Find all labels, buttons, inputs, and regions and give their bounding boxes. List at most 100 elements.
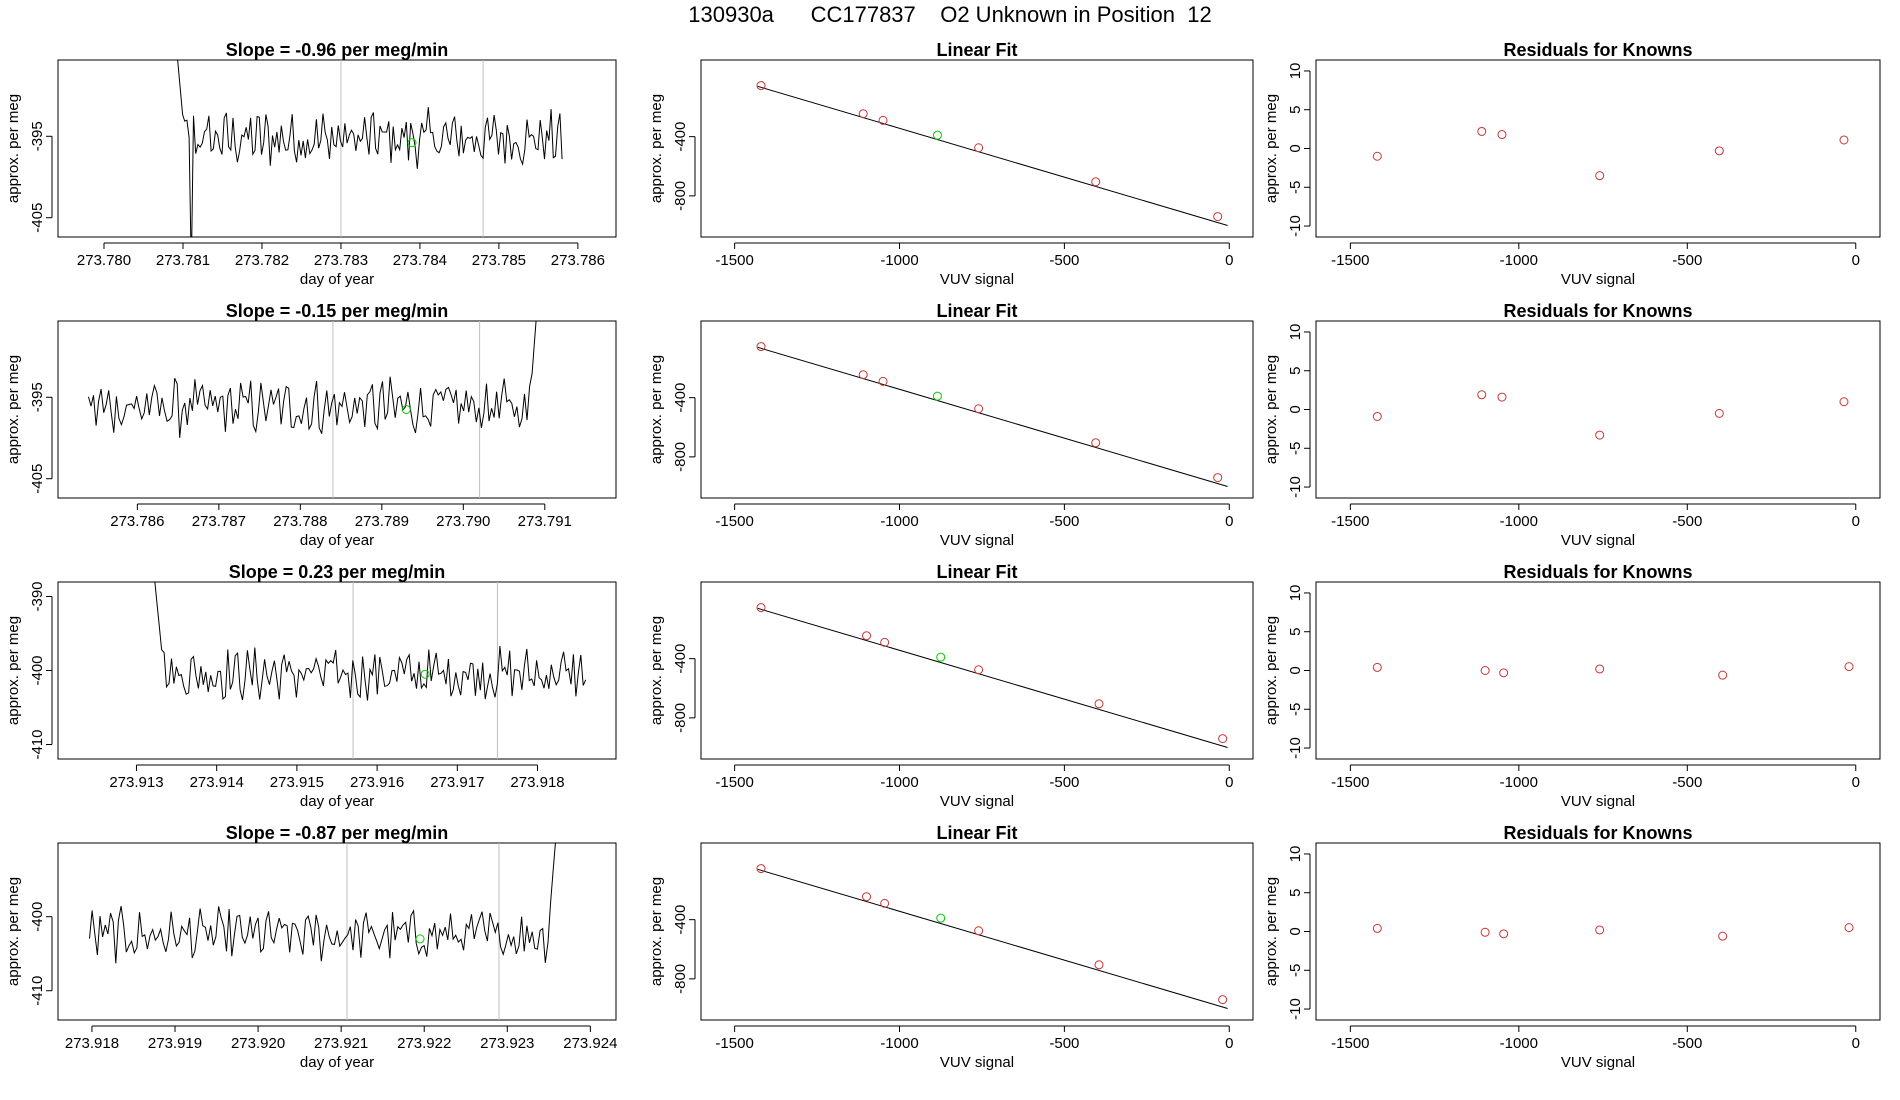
known-point	[1094, 960, 1104, 970]
x-tick-label: 0	[1852, 774, 1860, 791]
panel-title: Linear Fit	[936, 301, 1017, 321]
y-axis-label: approx. per meg	[5, 616, 22, 725]
x-tick-label: -1500	[1331, 252, 1369, 269]
y-tick-label: 10	[1287, 846, 1304, 863]
known-point	[974, 143, 984, 153]
x-tick-label: -500	[1672, 774, 1702, 791]
y-tick-label: 0	[1287, 927, 1304, 935]
x-tick-label: 0	[1225, 1035, 1233, 1052]
x-tick-label: 0	[1225, 252, 1233, 269]
x-tick-label: 273.923	[480, 1035, 534, 1052]
residual-point	[1477, 390, 1487, 400]
y-tick-label: -405	[29, 464, 46, 494]
x-tick-label: -1000	[880, 513, 918, 530]
x-tick-label: -1000	[1500, 252, 1538, 269]
y-tick-label: -395	[29, 121, 46, 151]
y-tick-label: -10	[1287, 737, 1304, 759]
y-tick-label: 0	[1287, 405, 1304, 413]
y-tick-label: 5	[1287, 106, 1304, 114]
known-point	[880, 637, 890, 647]
plot-frame	[1315, 59, 1881, 238]
x-tick-label: -500	[1049, 1035, 1079, 1052]
y-axis-label: approx. per meg	[1263, 616, 1280, 725]
residual-point	[1595, 430, 1605, 440]
x-tick-label: 273.785	[472, 252, 526, 269]
residual-point	[1497, 130, 1507, 140]
y-axis-label: approx. per meg	[5, 877, 22, 986]
y-tick-label: -400	[29, 655, 46, 685]
panel-title: Residuals for Knowns	[1503, 301, 1692, 321]
y-axis-label: approx. per meg	[648, 355, 665, 464]
series-line	[89, 843, 556, 964]
x-axis-label: VUV signal	[940, 793, 1014, 810]
panel-title: Linear Fit	[936, 823, 1017, 843]
y-axis-label: approx. per meg	[648, 877, 665, 986]
y-tick-label: 10	[1287, 585, 1304, 602]
x-axis-label: VUV signal	[940, 532, 1014, 549]
y-tick-label: -5	[1287, 442, 1304, 455]
x-tick-label: -500	[1672, 513, 1702, 530]
x-tick-label: 273.784	[393, 252, 447, 269]
x-tick-label: 273.919	[148, 1035, 202, 1052]
residual-point	[1499, 929, 1509, 939]
panel-title: Slope = -0.87 per meg/min	[226, 823, 449, 843]
x-tick-label: 273.920	[231, 1035, 285, 1052]
residual-point	[1497, 392, 1507, 402]
unknown-point	[407, 138, 417, 148]
residual-point	[1718, 670, 1728, 680]
y-tick-label: -10	[1287, 476, 1304, 498]
known-point	[1094, 699, 1104, 709]
x-tick-label: -500	[1049, 252, 1079, 269]
x-tick-label: 273.924	[563, 1035, 617, 1052]
residual-point	[1372, 151, 1382, 161]
x-tick-label: -1000	[1500, 1035, 1538, 1052]
panel-title: Residuals for Knowns	[1503, 40, 1692, 60]
x-tick-label: -500	[1049, 774, 1079, 791]
x-tick-label: 273.913	[109, 774, 163, 791]
known-point	[878, 115, 888, 125]
unknown-point	[932, 130, 942, 140]
y-tick-label: -395	[29, 382, 46, 412]
panel-title: Slope = -0.15 per meg/min	[226, 301, 449, 321]
fit-line	[757, 346, 1228, 487]
x-tick-label: -1500	[715, 1035, 753, 1052]
y-tick-label: -10	[1287, 215, 1304, 237]
unknown-point	[401, 405, 411, 414]
known-point	[858, 109, 868, 119]
x-axis-label: day of year	[300, 532, 374, 549]
x-tick-label: 273.789	[355, 513, 409, 530]
residual-point	[1372, 662, 1382, 672]
x-tick-label: 273.786	[551, 252, 605, 269]
fit-line	[757, 85, 1228, 226]
x-tick-label: 273.922	[397, 1035, 451, 1052]
fit-line	[757, 868, 1228, 1009]
x-tick-label: 0	[1852, 252, 1860, 269]
y-tick-label: -5	[1287, 964, 1304, 977]
x-tick-label: 0	[1852, 1035, 1860, 1052]
y-axis-label: approx. per meg	[1263, 94, 1280, 203]
x-tick-label: 0	[1225, 774, 1233, 791]
y-axis-label: approx. per meg	[648, 94, 665, 203]
x-tick-label: 273.916	[350, 774, 404, 791]
x-tick-label: 273.781	[156, 252, 210, 269]
unknown-point	[420, 669, 430, 679]
x-tick-label: -1000	[1500, 774, 1538, 791]
x-tick-label: -1000	[880, 252, 918, 269]
plot-frame	[700, 842, 1254, 1021]
residual-point	[1372, 411, 1382, 421]
x-axis-label: day of year	[300, 1054, 374, 1071]
panel-title: Linear Fit	[936, 40, 1017, 60]
x-tick-label: -1000	[880, 1035, 918, 1052]
y-axis-label: approx. per meg	[5, 94, 22, 203]
residual-point	[1839, 135, 1849, 145]
x-tick-label: 273.780	[77, 252, 131, 269]
unknown-point	[936, 913, 946, 923]
x-tick-label: -1000	[880, 774, 918, 791]
x-tick-label: 273.786	[110, 513, 164, 530]
y-axis-label: approx. per meg	[648, 616, 665, 725]
x-tick-label: 273.918	[510, 774, 564, 791]
y-tick-label: -410	[29, 976, 46, 1006]
y-tick-label: -400	[672, 905, 689, 935]
series-line	[154, 582, 587, 701]
x-tick-label: -1000	[1500, 513, 1538, 530]
